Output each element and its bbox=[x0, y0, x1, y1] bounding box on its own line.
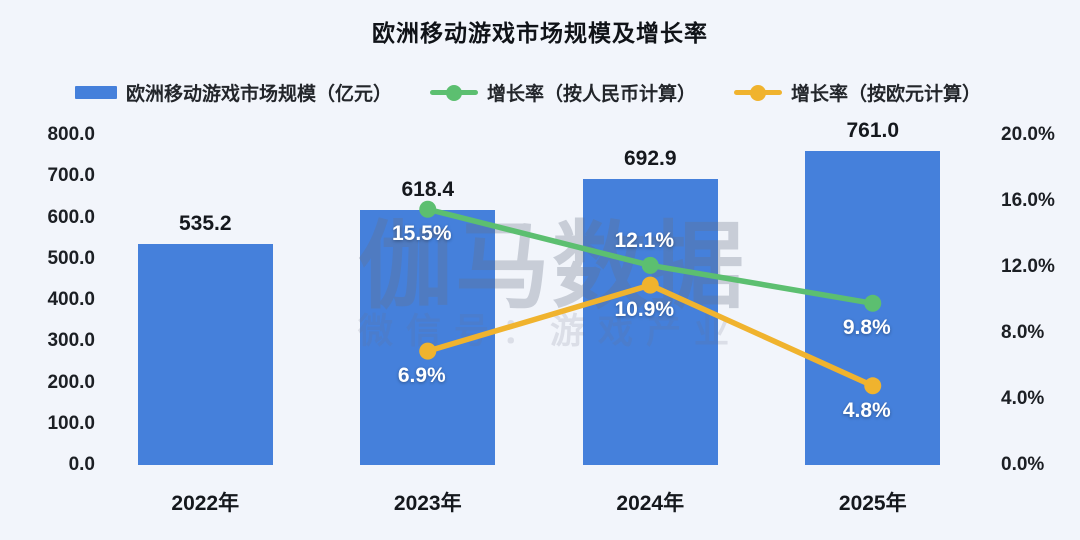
bar-2024年 bbox=[582, 179, 718, 465]
y-axis-tick-right: 20.0% bbox=[1001, 124, 1055, 145]
chart-title: 欧洲移动游戏市场规模及增长率 bbox=[372, 20, 708, 46]
legend-item-market-size: 欧洲移动游戏市场规模（亿元） bbox=[75, 79, 392, 106]
x-axis-label: 2022年 bbox=[171, 492, 240, 515]
y-axis-tick-left: 400.0 bbox=[47, 289, 95, 310]
growth-value-label: 6.9% bbox=[397, 364, 446, 388]
y-axis-tick-right: 8.0% bbox=[1001, 322, 1045, 343]
legend-item-growth-cny: 增长率（按人民币计算） bbox=[430, 79, 696, 106]
x-axis-label: 2023年 bbox=[393, 492, 462, 515]
bar-value-label: 618.4 bbox=[401, 177, 455, 201]
data-point-marker bbox=[641, 256, 659, 274]
growth-value-label: 10.9% bbox=[614, 298, 675, 322]
y-axis-tick-left: 700.0 bbox=[47, 165, 95, 187]
y-axis-tick-right: 16.0% bbox=[1001, 190, 1055, 211]
y-axis-tick-left: 600.0 bbox=[47, 206, 95, 228]
y-axis-tick-left: 500.0 bbox=[47, 247, 95, 269]
y-axis-tick-left: 800.0 bbox=[47, 124, 95, 145]
legend-item-growth-eur: 增长率（按欧元计算） bbox=[734, 79, 981, 106]
y-axis-tick-left: 200.0 bbox=[47, 371, 95, 393]
growth-value-label: 4.8% bbox=[842, 398, 891, 422]
data-point-marker bbox=[419, 200, 437, 218]
data-point-marker bbox=[864, 294, 882, 312]
y-axis-tick-right: 0.0% bbox=[1001, 454, 1045, 475]
legend-label: 增长率（按人民币计算） bbox=[487, 84, 697, 105]
growth-value-label: 12.1% bbox=[614, 229, 675, 253]
x-axis-label: 2024年 bbox=[616, 492, 685, 515]
bar-value-label: 692.9 bbox=[623, 147, 677, 171]
data-point-marker bbox=[419, 342, 437, 360]
line-swatch-green-icon bbox=[430, 84, 479, 101]
bar-2022年 bbox=[137, 244, 273, 465]
line-swatch-orange-icon bbox=[734, 84, 783, 101]
bar-swatch-icon bbox=[75, 86, 117, 99]
data-point-marker bbox=[641, 276, 659, 294]
y-axis-tick-left: 0.0 bbox=[68, 454, 95, 475]
legend-label: 增长率（按欧元计算） bbox=[791, 84, 982, 105]
bar-value-label: 535.2 bbox=[178, 212, 232, 236]
growth-value-label: 15.5% bbox=[391, 222, 452, 246]
growth-value-label: 9.8% bbox=[842, 316, 891, 340]
legend: 欧洲移动游戏市场规模（亿元） 增长率（按人民币计算） 增长率（按欧元计算） bbox=[75, 79, 981, 106]
watermark-text: 伽马数据 bbox=[358, 214, 747, 320]
y-axis-tick-left: 100.0 bbox=[47, 412, 95, 434]
y-axis-tick-left: 300.0 bbox=[47, 330, 95, 352]
y-axis-tick-right: 12.0% bbox=[1001, 256, 1055, 277]
x-axis-label: 2025年 bbox=[838, 492, 907, 515]
bar-value-label: 761.0 bbox=[846, 119, 900, 143]
y-axis-tick-right: 4.0% bbox=[1001, 388, 1045, 409]
legend-label: 欧洲移动游戏市场规模（亿元） bbox=[126, 84, 393, 105]
data-point-marker bbox=[864, 377, 882, 395]
